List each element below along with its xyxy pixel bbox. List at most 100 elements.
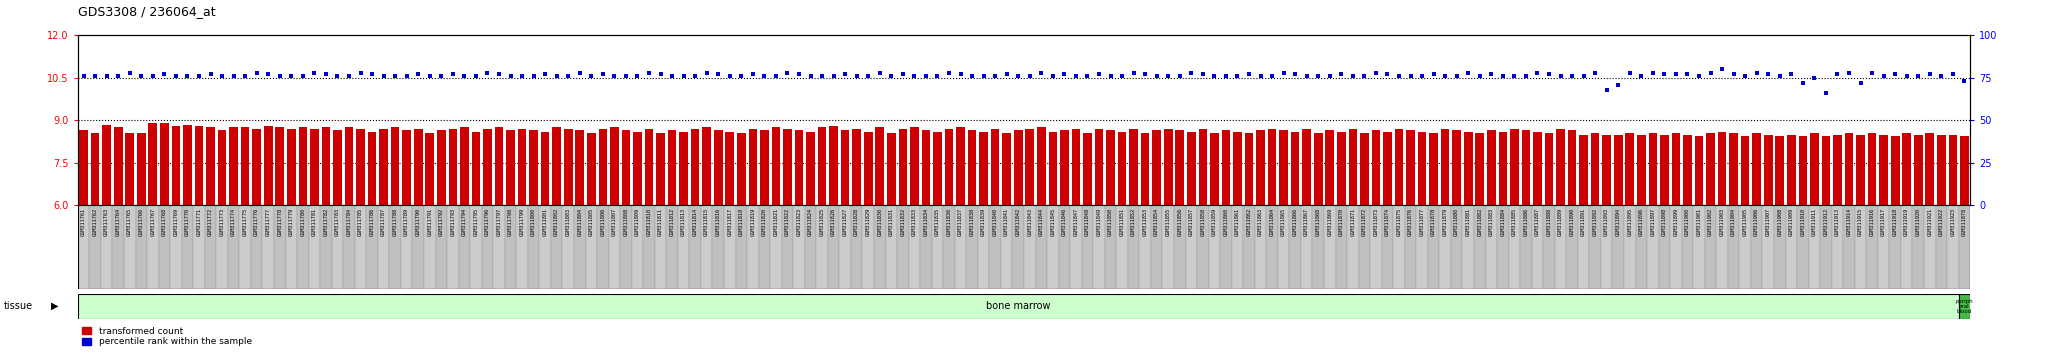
Bar bbox=[1290, 205, 1300, 289]
Bar bbox=[1948, 205, 1958, 289]
Point bbox=[1868, 73, 1901, 79]
Bar bbox=[471, 205, 481, 289]
Bar bbox=[1245, 133, 1253, 205]
Text: GSM311909: GSM311909 bbox=[1788, 208, 1794, 236]
Bar bbox=[379, 129, 387, 205]
Bar bbox=[944, 205, 954, 289]
Point bbox=[1890, 73, 1923, 79]
Point bbox=[1776, 72, 1808, 77]
Bar bbox=[782, 205, 793, 289]
Bar bbox=[240, 205, 252, 289]
Text: GSM311838: GSM311838 bbox=[969, 208, 975, 236]
Bar bbox=[1395, 129, 1403, 205]
Text: GSM311786: GSM311786 bbox=[369, 208, 375, 236]
Text: GSM311826: GSM311826 bbox=[831, 208, 836, 236]
Text: GSM311894: GSM311894 bbox=[1616, 208, 1620, 236]
Text: GSM311889: GSM311889 bbox=[1559, 208, 1563, 236]
Bar bbox=[1208, 205, 1221, 289]
Point bbox=[1382, 73, 1415, 79]
Bar bbox=[459, 205, 471, 289]
Bar bbox=[852, 129, 860, 205]
Point bbox=[1579, 70, 1612, 76]
Point bbox=[1370, 72, 1403, 77]
Bar bbox=[1024, 205, 1036, 289]
Text: GSM311780: GSM311780 bbox=[301, 208, 305, 236]
Text: GSM311918: GSM311918 bbox=[1892, 208, 1898, 236]
Bar bbox=[125, 133, 133, 205]
Bar bbox=[1198, 129, 1206, 205]
Point bbox=[1210, 73, 1243, 79]
Text: GSM311912: GSM311912 bbox=[1823, 208, 1829, 236]
Text: GSM311895: GSM311895 bbox=[1628, 208, 1632, 236]
Bar bbox=[725, 132, 733, 205]
Bar bbox=[391, 127, 399, 205]
Bar bbox=[782, 129, 793, 205]
Bar bbox=[1788, 135, 1796, 205]
Point bbox=[1395, 73, 1427, 79]
Bar bbox=[90, 133, 100, 205]
Point bbox=[1186, 72, 1219, 77]
Bar bbox=[1475, 205, 1485, 289]
Bar bbox=[1729, 133, 1739, 205]
Bar bbox=[436, 130, 446, 205]
Bar bbox=[426, 133, 434, 205]
Bar bbox=[334, 130, 342, 205]
Bar bbox=[899, 129, 907, 205]
Text: GSM311844: GSM311844 bbox=[1038, 208, 1044, 236]
Text: GSM311775: GSM311775 bbox=[242, 208, 248, 236]
Point bbox=[956, 73, 989, 79]
Bar bbox=[483, 129, 492, 205]
Point bbox=[1118, 70, 1151, 76]
Bar bbox=[1083, 133, 1092, 205]
Text: GSM311841: GSM311841 bbox=[1004, 208, 1010, 236]
Bar bbox=[1151, 205, 1163, 289]
Bar bbox=[827, 205, 840, 289]
Bar bbox=[1935, 205, 1948, 289]
Text: GSM311856: GSM311856 bbox=[1178, 208, 1182, 236]
Text: GSM311905: GSM311905 bbox=[1743, 208, 1747, 236]
Point bbox=[528, 72, 561, 77]
Bar bbox=[1855, 205, 1866, 289]
Point bbox=[1937, 72, 1970, 77]
Point bbox=[795, 73, 827, 79]
Bar bbox=[1360, 133, 1368, 205]
Bar bbox=[125, 205, 135, 289]
Bar bbox=[252, 205, 262, 289]
Bar bbox=[217, 205, 227, 289]
Text: GSM311922: GSM311922 bbox=[1939, 208, 1944, 236]
Bar bbox=[274, 127, 285, 205]
Point bbox=[1925, 73, 1958, 79]
Bar bbox=[954, 205, 967, 289]
Bar bbox=[864, 132, 872, 205]
Bar bbox=[461, 127, 469, 205]
Bar bbox=[760, 130, 768, 205]
Bar bbox=[1163, 129, 1174, 205]
Bar bbox=[102, 125, 111, 205]
Bar bbox=[553, 127, 561, 205]
Text: GSM311837: GSM311837 bbox=[958, 208, 963, 236]
Text: GSM311793: GSM311793 bbox=[451, 208, 455, 236]
Text: GSM311923: GSM311923 bbox=[1950, 208, 1956, 236]
Text: GSM311885: GSM311885 bbox=[1511, 208, 1518, 236]
Text: GSM311880: GSM311880 bbox=[1454, 208, 1460, 236]
Text: GSM311771: GSM311771 bbox=[197, 208, 201, 236]
Point bbox=[1083, 72, 1116, 77]
Text: GSM311773: GSM311773 bbox=[219, 208, 225, 236]
Bar bbox=[135, 205, 147, 289]
Point bbox=[1843, 80, 1876, 86]
Bar bbox=[1210, 133, 1219, 205]
Bar bbox=[1960, 136, 1968, 205]
Bar bbox=[1718, 132, 1726, 205]
Bar bbox=[862, 205, 874, 289]
Bar bbox=[829, 126, 838, 205]
Bar bbox=[401, 130, 412, 205]
Bar bbox=[702, 127, 711, 205]
Text: GSM311870: GSM311870 bbox=[1339, 208, 1343, 236]
Legend: transformed count, percentile rank within the sample: transformed count, percentile rank withi… bbox=[82, 327, 252, 347]
Point bbox=[1786, 80, 1819, 86]
Bar bbox=[471, 132, 479, 205]
Text: GSM311859: GSM311859 bbox=[1212, 208, 1217, 236]
Bar bbox=[90, 205, 100, 289]
Bar bbox=[528, 205, 539, 289]
Bar bbox=[1532, 205, 1544, 289]
